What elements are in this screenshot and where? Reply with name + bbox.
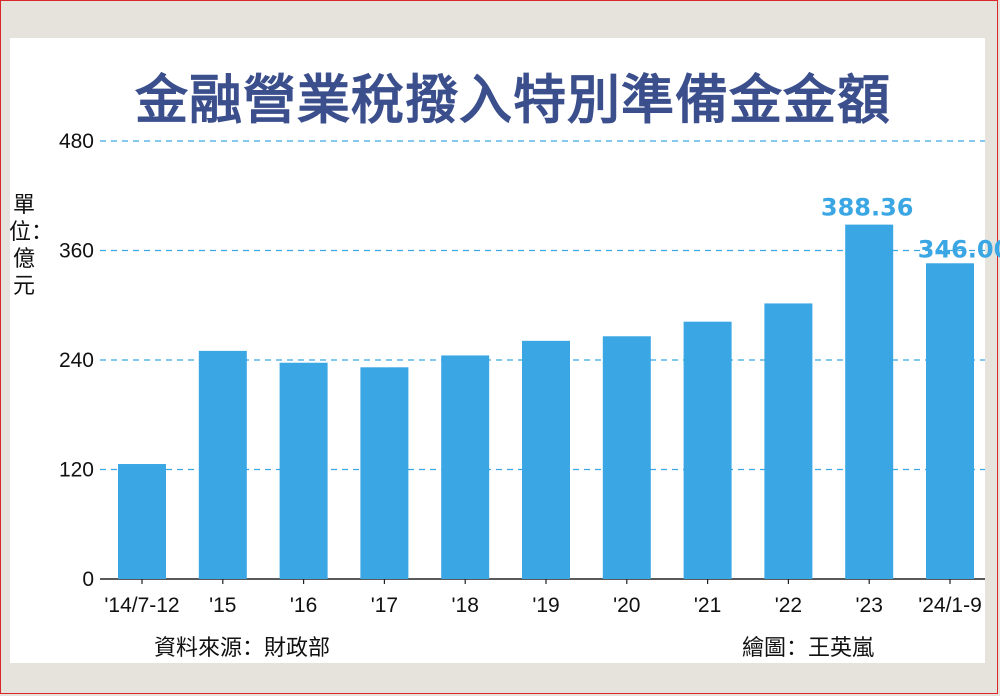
x-tick-label: '14/7-12 xyxy=(104,594,179,617)
x-tick-label: '15 xyxy=(209,594,236,617)
data-label: 388.36 xyxy=(821,194,914,222)
x-tick-label: '24/1-9 xyxy=(918,594,982,617)
x-tick-label: '20 xyxy=(613,594,640,617)
bar xyxy=(522,340,570,579)
y-tick-label: 0 xyxy=(82,568,94,591)
data-label: 346.00 xyxy=(918,235,1000,263)
bar xyxy=(764,303,813,579)
bar xyxy=(118,464,166,579)
x-tick-label: '22 xyxy=(775,594,802,617)
x-tick-label: '18 xyxy=(452,594,479,617)
x-tick-label: '16 xyxy=(290,594,317,617)
x-tick-label: '19 xyxy=(532,594,559,617)
x-tick-label: '21 xyxy=(694,594,721,617)
x-tick-label: '17 xyxy=(371,594,398,617)
x-tick-label: '23 xyxy=(856,594,883,617)
bar xyxy=(198,350,247,579)
y-tick-label: 480 xyxy=(59,130,94,153)
bar xyxy=(279,362,328,579)
y-tick-label: 360 xyxy=(59,240,94,263)
bar xyxy=(683,321,732,579)
chart-panel xyxy=(10,38,985,663)
bar xyxy=(845,224,894,579)
y-tick-label: 120 xyxy=(59,459,94,482)
bar xyxy=(926,263,974,579)
bar xyxy=(602,336,651,579)
y-tick-label: 240 xyxy=(59,349,94,372)
bar xyxy=(441,355,490,579)
bar xyxy=(360,367,409,579)
credit-label: 繪圖：王英嵐 xyxy=(742,636,875,661)
chart-title: 金融營業稅撥入特別準備金金額 xyxy=(135,70,891,131)
source-label: 資料來源：財政部 xyxy=(154,636,331,661)
